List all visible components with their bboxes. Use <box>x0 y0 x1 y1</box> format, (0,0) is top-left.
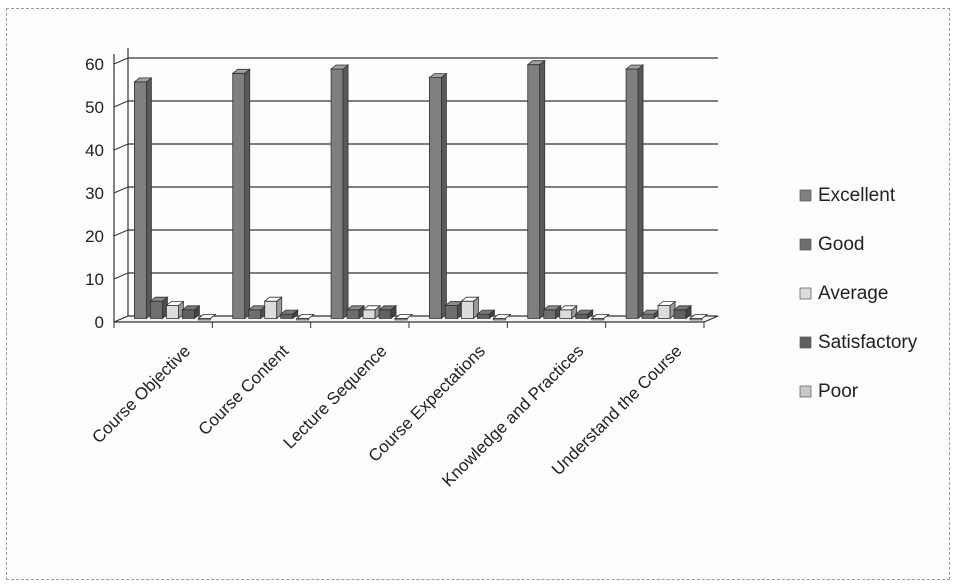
y-tick-label: 50 <box>85 98 104 117</box>
y-tick-label: 20 <box>85 227 104 246</box>
legend-swatch <box>799 238 812 251</box>
bar <box>444 300 464 320</box>
legend-swatch <box>799 336 812 349</box>
x-category-label: Course Objective <box>88 341 194 447</box>
x-category-label: Course Content <box>195 341 293 439</box>
gridline-side <box>113 272 129 280</box>
legend-item: Excellent <box>799 185 896 206</box>
bar <box>295 313 315 321</box>
x-category-label: Lecture Sequence <box>280 341 391 452</box>
bar <box>361 304 382 320</box>
bars <box>133 59 709 321</box>
bar <box>133 77 153 320</box>
y-axis-ticks: 0 10 20 30 40 50 60 <box>85 55 104 332</box>
bar <box>476 309 496 320</box>
bar <box>377 304 398 320</box>
legend-item: Good <box>799 234 864 255</box>
bar <box>263 296 283 320</box>
bar <box>393 313 414 321</box>
bar <box>526 59 546 320</box>
y-tick-label: 0 <box>95 313 104 332</box>
legend-label: Average <box>818 283 888 304</box>
bar <box>688 313 709 321</box>
chart-frame <box>6 8 950 580</box>
y-tick-label: 60 <box>85 55 104 74</box>
gridline-side <box>113 229 129 237</box>
legend-label: Satisfactory <box>818 332 918 353</box>
bar <box>656 300 677 320</box>
bar <box>574 309 594 320</box>
bar <box>428 72 448 320</box>
legend-item: Satisfactory <box>799 332 918 353</box>
legend-label: Good <box>818 234 864 255</box>
legend-swatch <box>799 385 812 398</box>
bar <box>345 304 366 320</box>
bar <box>181 304 201 320</box>
legend: Excellent Good Average Satisfactory Poor <box>799 185 918 402</box>
bar <box>460 296 480 320</box>
gridline-side <box>113 57 129 65</box>
bar <box>279 309 299 320</box>
legend-label: Poor <box>818 381 859 402</box>
legend-swatch <box>799 287 812 300</box>
bar <box>329 64 350 320</box>
legend-label: Excellent <box>818 185 896 206</box>
y-tick-label: 10 <box>85 270 104 289</box>
bar <box>590 313 610 321</box>
bar <box>247 304 267 320</box>
bar <box>542 304 562 320</box>
legend-item: Poor <box>799 381 859 402</box>
legend-item: Average <box>799 283 888 304</box>
grid-lines <box>113 57 718 280</box>
gridline-side <box>113 186 129 194</box>
bar <box>231 68 251 320</box>
y-tick-label: 30 <box>85 184 104 203</box>
y-tick-label: 40 <box>85 141 104 160</box>
legend-swatch <box>799 189 812 202</box>
bar <box>197 313 217 321</box>
bar <box>672 304 693 320</box>
bar <box>558 304 578 320</box>
bar <box>165 300 185 320</box>
bar <box>624 64 645 320</box>
bar <box>149 296 169 320</box>
gridline-side <box>113 100 129 108</box>
gridline-side <box>113 143 129 151</box>
bar <box>492 313 512 321</box>
